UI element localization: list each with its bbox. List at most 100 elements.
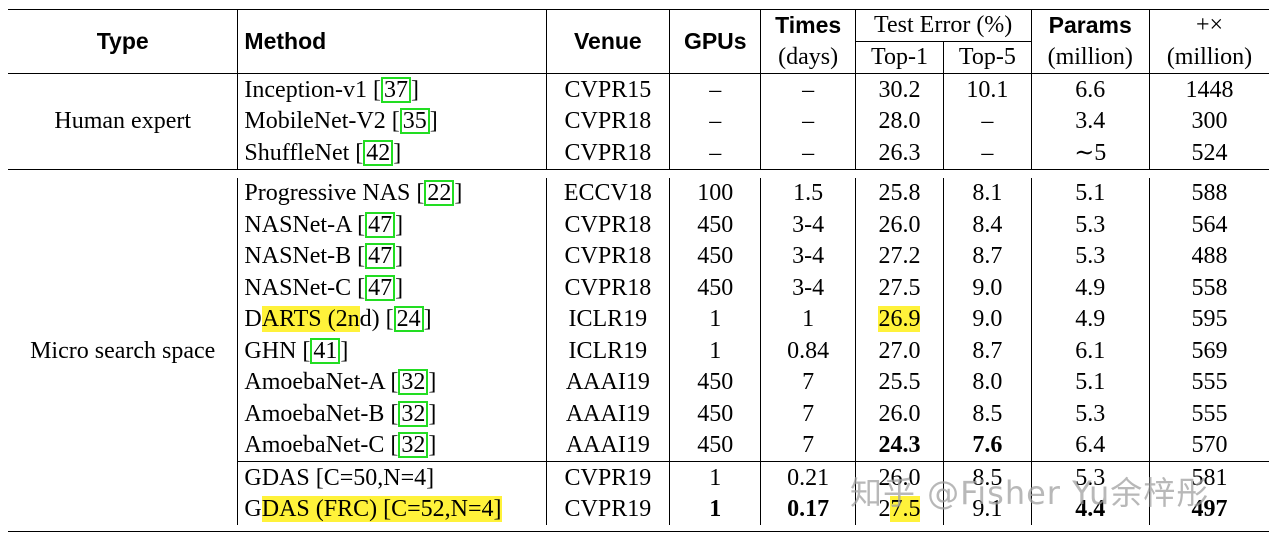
table-row: NASNet-A [47] CVPR18 450 3-4 26.0 8.4 5.… [8,209,1269,241]
times-cell: 0.84 [760,335,856,367]
params-cell: ∼5 [1031,137,1150,169]
top5-cell: – [943,137,1032,169]
method-cell: MobileNet-V2 [35] [237,105,547,137]
params-cell: 4.9 [1031,272,1150,304]
method-cell: AmoebaNet-C [32] [237,429,547,462]
venue-cell: CVPR18 [546,272,671,304]
params-cell: 6.1 [1031,335,1150,367]
col-gpus: GPUs [669,9,762,74]
top1-cell: 26.0 [855,461,945,494]
top5-cell: 8.4 [943,209,1032,241]
col-params-unit: (million) [1031,41,1150,74]
gpus-cell: – [669,105,762,137]
params-cell: 5.3 [1031,398,1150,430]
top1-cell: 27.0 [855,335,945,367]
citation-link[interactable]: 42 [363,139,394,166]
params-cell: 5.3 [1031,240,1150,272]
table-row: Micro search space Progressive NAS [22] … [8,177,1269,525]
table-row: NASNet-C [47] CVPR18 450 3-4 27.5 9.0 4.… [8,272,1269,304]
method-cell: AmoebaNet-B [32] [237,398,547,430]
flops-cell: 555 [1191,369,1228,396]
table-row: DARTS (2nd) [24] ICLR19 1 1 26.9 9.0 4.9… [8,303,1269,335]
table-row: GDAS (FRC) [C=52,N=4] CVPR19 1 0.17 27.5… [8,493,1269,525]
gpus-cell: 1 [669,493,762,525]
method-cell: AmoebaNet-A [32] [237,366,547,398]
col-params: Params [1031,9,1150,41]
top1-cell: 27.5 [855,272,945,304]
flops-cell: 569 [1191,337,1228,364]
top1-cell: 27.5 [855,493,945,525]
gpus-cell: 1 [669,303,762,335]
citation-link[interactable]: 47 [365,243,396,270]
gpus-cell: 450 [669,366,762,398]
params-cell: 3.4 [1031,105,1150,137]
flops-cell: 497 [1191,496,1228,523]
params-cell: 5.3 [1031,209,1150,241]
params-cell: 5.1 [1031,366,1150,398]
venue-cell: CVPR18 [546,209,671,241]
citation-link[interactable]: 37 [381,76,412,103]
method-cell: GDAS (FRC) [C=52,N=4] [237,493,547,525]
venue-cell: CVPR15 [546,73,671,106]
times-cell: 1 [760,303,856,335]
citation-link[interactable]: 22 [424,180,455,207]
method-cell: Progressive NAS [22] [237,177,547,209]
citation-link[interactable]: 35 [399,108,430,135]
citation-link[interactable]: 47 [365,274,396,301]
col-top5: Top-5 [943,41,1032,74]
venue-cell: CVPR18 [546,105,671,137]
top1-cell: 28.0 [855,105,945,137]
flops-cell: 588 [1191,180,1228,207]
results-table: Type Method Venue GPUs Times Test Error … [8,9,1269,525]
times-cell: 3-4 [760,272,856,304]
venue-cell: AAAI19 [546,366,671,398]
flops-cell: 558 [1191,274,1228,301]
col-venue: Venue [546,9,671,74]
top5-cell: 10.1 [943,73,1032,106]
params-cell: 4.9 [1031,303,1150,335]
top5-cell: 8.7 [943,335,1032,367]
flops-cell: 570 [1191,432,1228,459]
highlight: 7.5 [890,496,921,523]
gpus-cell: 450 [669,209,762,241]
method-cell: NASNet-B [47] [237,240,547,272]
venue-cell: CVPR19 [546,493,671,525]
venue-cell: CVPR18 [546,240,671,272]
citation-link[interactable]: 24 [393,306,424,333]
top1-cell: 30.2 [855,73,945,106]
method-cell: NASNet-C [47] [237,272,547,304]
table-row: Human expert Inception-v1 [37] CVPR15 – … [8,73,1269,169]
gpus-cell: 1 [669,461,762,494]
top1-cell: 26.9 [855,303,945,335]
top1-cell: 26.3 [855,137,945,169]
method-cell: ShuffleNet [42] [237,137,547,169]
times-cell: – [760,137,856,169]
venue-cell: ECCV18 [546,177,671,209]
flops-cell: 488 [1191,243,1228,270]
citation-link[interactable]: 41 [310,337,341,364]
params-cell: 6.4 [1031,429,1150,462]
citation-link[interactable]: 32 [398,432,429,459]
top1-cell: 26.0 [855,398,945,430]
col-times: Times [760,9,856,41]
citation-link[interactable]: 32 [398,400,429,427]
citation-link[interactable]: 32 [398,369,429,396]
gpus-cell: 450 [669,272,762,304]
top1-cell: 25.8 [855,177,945,209]
col-test-error: Test Error (%) [855,9,1032,42]
times-cell: – [760,73,856,106]
venue-cell: ICLR19 [546,303,671,335]
times-cell: 7 [760,429,856,462]
table-row: NASNet-B [47] CVPR18 450 3-4 27.2 8.7 5.… [8,240,1269,272]
top5-cell: 8.5 [943,398,1032,430]
top1-cell: 24.3 [855,429,945,462]
table-row: ShuffleNet [42] CVPR18 – – 26.3 – ∼5 524 [8,137,1269,169]
highlight: DAS (FRC) [C=52,N=4] [261,496,502,523]
col-flops: +× [1195,12,1224,38]
top5-cell: 9.0 [943,303,1032,335]
method-cell: GDAS [C=50,N=4] [237,461,547,494]
micro-search-group: Micro search space Progressive NAS [22] … [8,177,1269,525]
times-cell: 3-4 [760,209,856,241]
params-cell: 5.1 [1031,177,1150,209]
citation-link[interactable]: 47 [365,211,396,238]
